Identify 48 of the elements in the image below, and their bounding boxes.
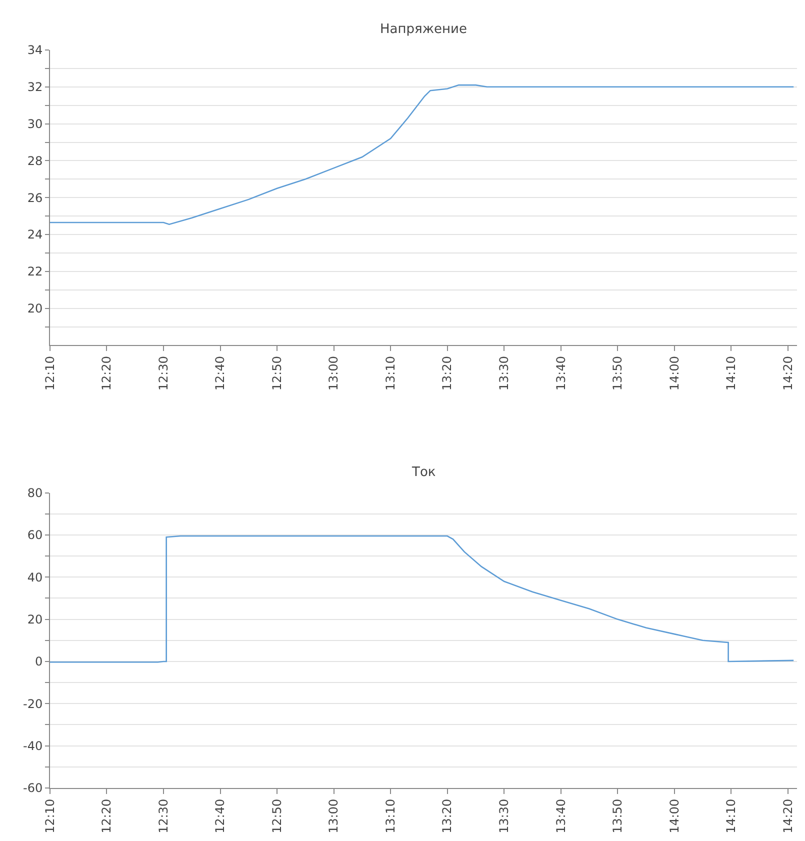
x-tick-label: 14:00 [667, 356, 682, 391]
x-tick-label: 12:50 [270, 356, 284, 391]
x-tick-label: 12:10 [42, 798, 57, 834]
x-tick-label: 12:20 [100, 798, 114, 834]
x-tick-label: 14:10 [724, 356, 738, 391]
y-tick-label: -20 [22, 696, 43, 711]
x-tick-label: 12:10 [42, 356, 57, 391]
y-tick-label: 26 [27, 190, 43, 205]
x-tick-label: 13:30 [497, 798, 511, 834]
y-tick-label: 20 [27, 302, 43, 316]
chart-title: Напряжение [380, 22, 467, 37]
x-tick-label: 14:00 [667, 798, 682, 834]
x-tick-label: 13:10 [383, 356, 398, 391]
x-tick-label: 13:20 [440, 798, 454, 834]
x-tick-label: 13:40 [554, 798, 568, 834]
x-tick-label: 13:10 [383, 798, 398, 834]
x-tick-label: 13:00 [326, 798, 341, 834]
y-tick-label: 30 [27, 117, 43, 131]
x-tick-label: 13:20 [440, 356, 454, 391]
y-tick-label: 24 [27, 228, 43, 242]
x-tick-label: 13:00 [326, 356, 341, 391]
x-tick-label: 12:40 [213, 356, 228, 391]
x-tick-label: 12:20 [100, 356, 114, 391]
chart-title: Ток [411, 465, 436, 480]
y-tick-label: 28 [27, 154, 43, 168]
x-tick-label: 13:50 [610, 356, 625, 391]
x-tick-label: 12:30 [156, 356, 170, 391]
line-series [50, 535, 794, 663]
x-tick-label: 13:40 [554, 356, 568, 391]
x-tick-label: 12:50 [270, 798, 284, 834]
y-tick-label: 40 [27, 570, 43, 584]
x-tick-label: 12:40 [213, 798, 228, 834]
x-tick-label: 13:50 [610, 798, 625, 834]
y-tick-label: 34 [27, 43, 43, 58]
x-tick-label: 14:20 [780, 798, 795, 834]
y-tick-label: -40 [22, 739, 43, 754]
x-tick-label: 13:30 [497, 356, 511, 391]
y-tick-label: 60 [27, 528, 43, 542]
y-tick-label: 80 [27, 486, 43, 500]
y-tick-label: 32 [27, 80, 43, 94]
y-tick-label: 20 [27, 612, 43, 627]
y-tick-label: 0 [34, 654, 43, 669]
x-tick-label: 12:30 [156, 798, 170, 834]
x-tick-label: 14:20 [780, 356, 795, 391]
x-tick-label: 14:10 [724, 798, 738, 834]
y-tick-label: 22 [27, 264, 43, 279]
y-tick-label: -60 [22, 781, 43, 796]
line-series [50, 84, 794, 225]
